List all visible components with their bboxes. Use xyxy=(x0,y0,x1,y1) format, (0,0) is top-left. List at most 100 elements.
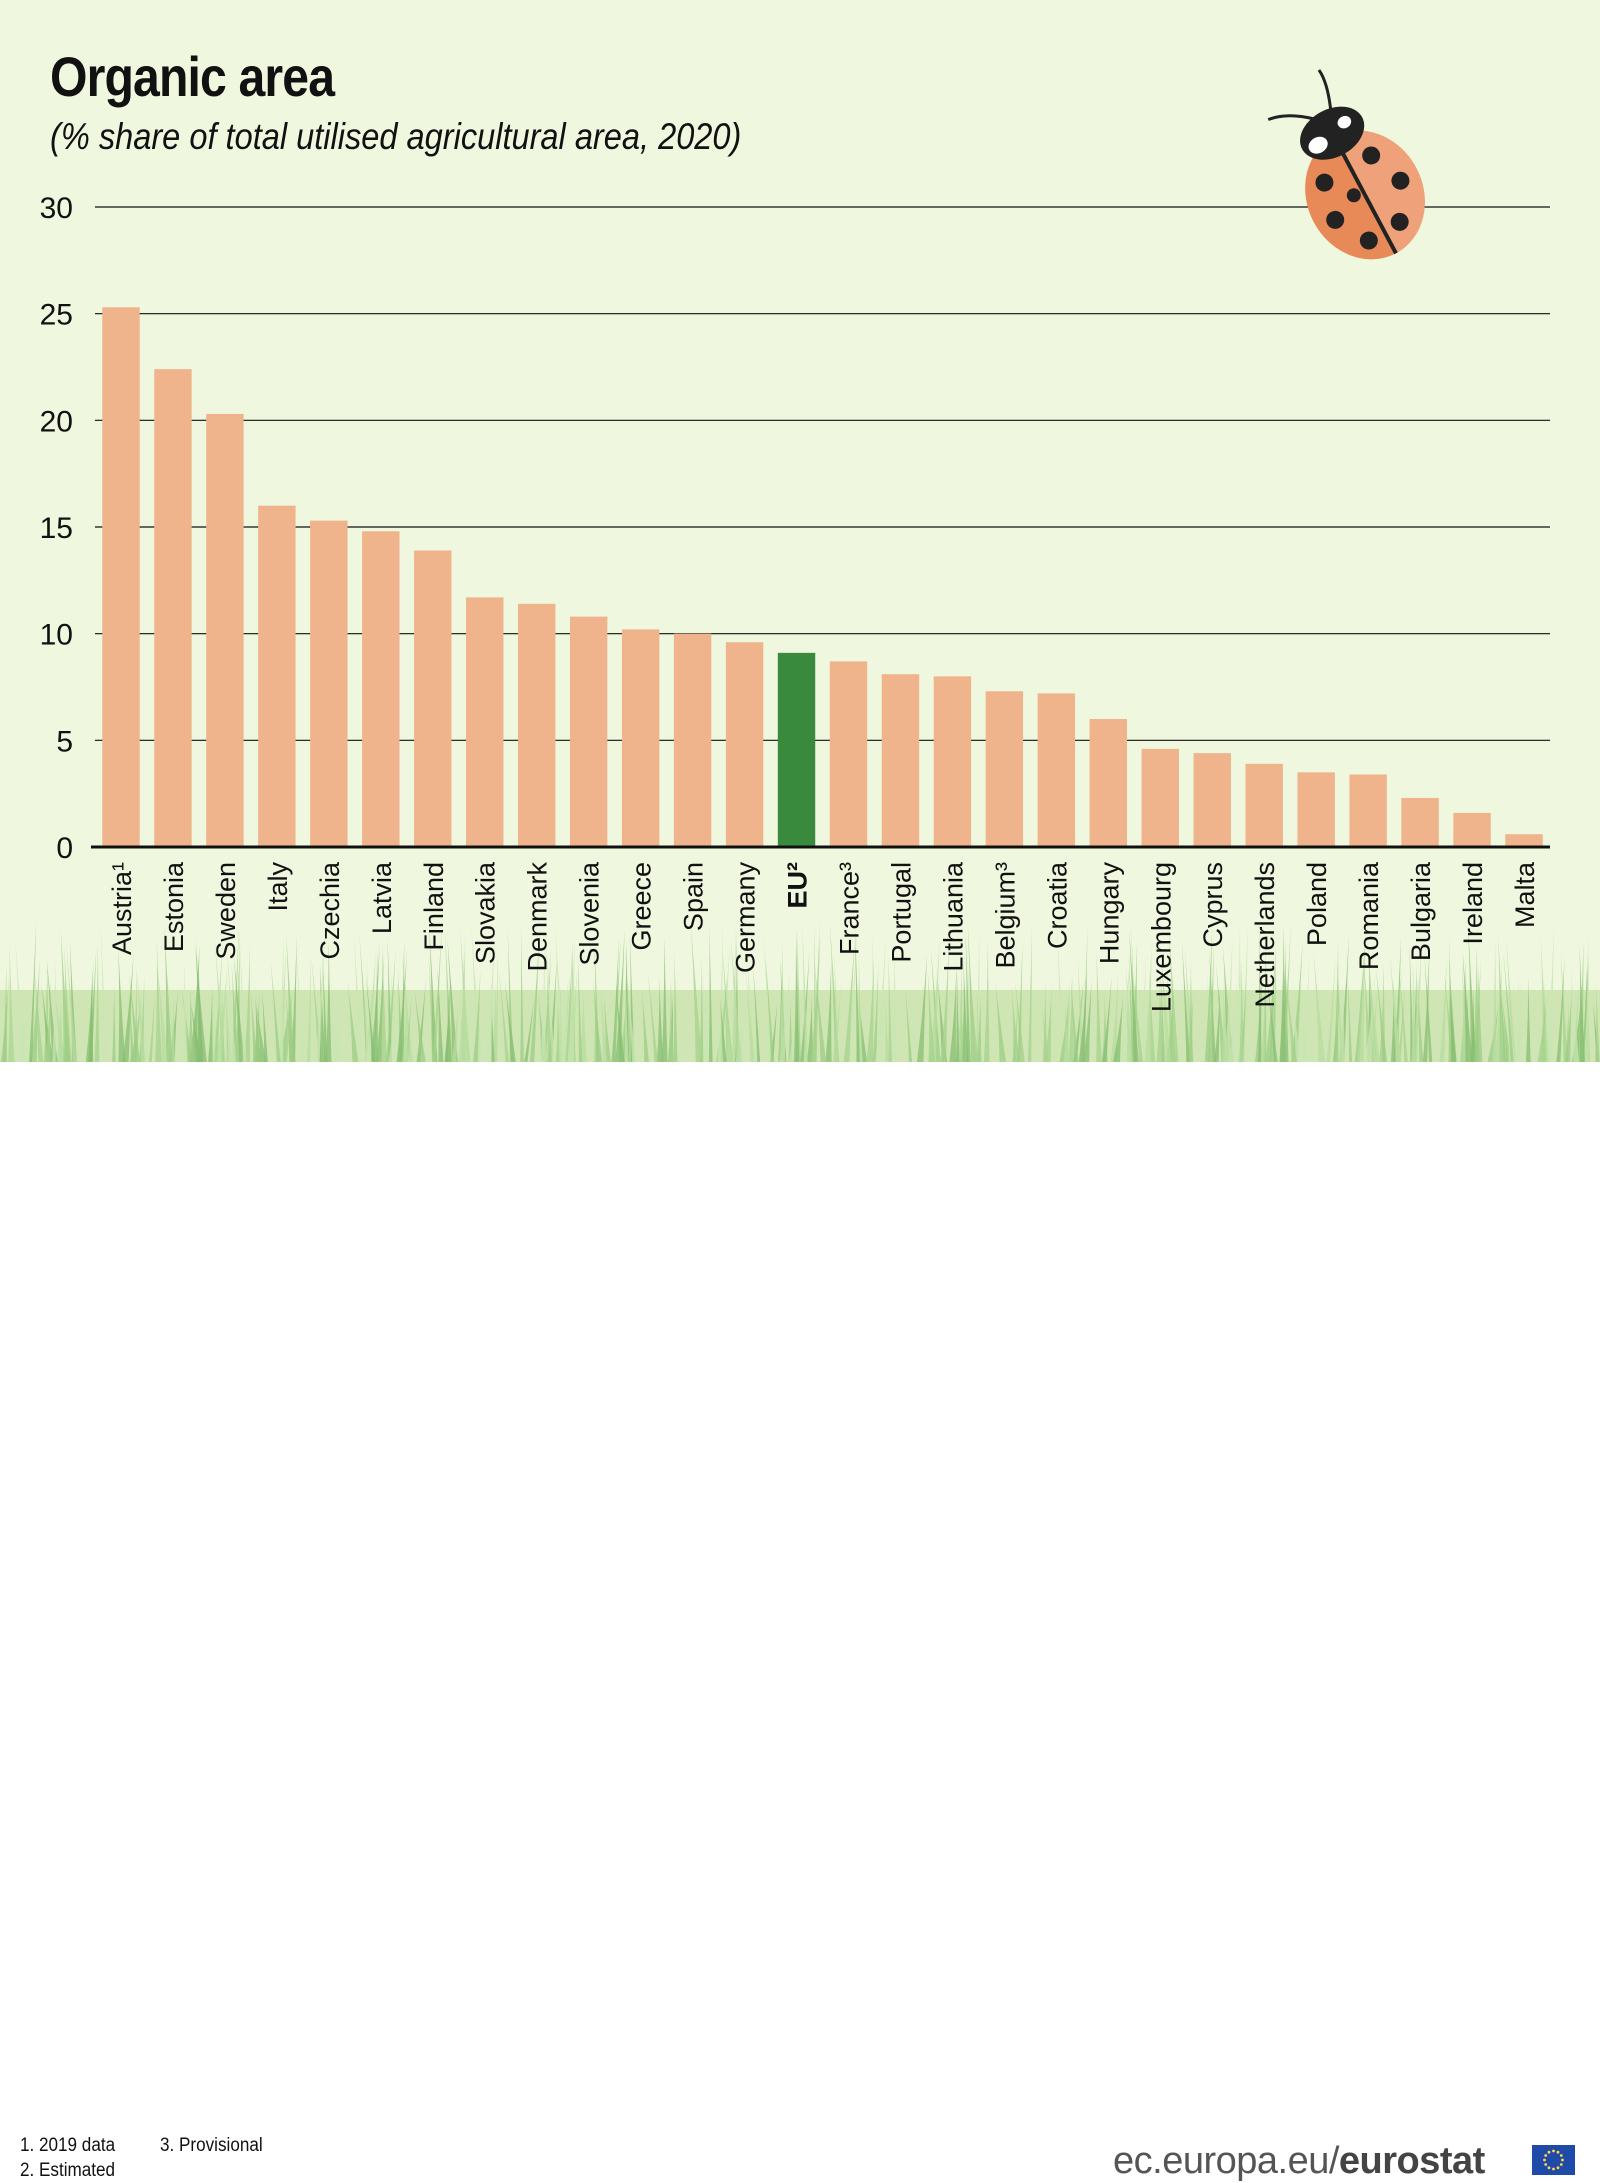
grass-blade xyxy=(157,965,169,1062)
grass-blade xyxy=(1474,960,1481,1062)
grass-blade xyxy=(529,927,540,1062)
grass-blade xyxy=(626,986,637,1062)
grass-blade xyxy=(1357,930,1366,1062)
grass-blade xyxy=(667,977,674,1062)
grass-blade xyxy=(1503,951,1514,1062)
grass-blade xyxy=(112,984,116,1062)
grass-blade xyxy=(1337,965,1344,1062)
grass-blade xyxy=(429,925,438,1062)
grass-blade xyxy=(1096,951,1102,1062)
bar xyxy=(725,642,764,847)
grass-blade xyxy=(331,982,338,1062)
grass-blade xyxy=(872,964,879,1062)
grass-blade xyxy=(854,924,860,1062)
grass-blade xyxy=(1326,961,1336,1062)
bar xyxy=(414,550,452,847)
ladybug-spot xyxy=(1326,210,1345,229)
grass-blade xyxy=(1144,945,1152,1062)
bar xyxy=(1141,748,1179,847)
grass-blade xyxy=(1070,981,1079,1062)
grass-blade xyxy=(1390,980,1396,1062)
grass-blade xyxy=(1340,983,1346,1062)
grass-blade xyxy=(181,986,192,1062)
grass-blade xyxy=(1166,967,1176,1062)
x-tick-label: Austria¹ xyxy=(107,862,137,955)
grass-blade xyxy=(402,992,409,1062)
grass-blade xyxy=(1052,996,1056,1062)
ladybug-spot xyxy=(1346,188,1361,203)
grass-blade xyxy=(1184,947,1194,1062)
grass-blade xyxy=(244,945,251,1062)
grass-blade xyxy=(141,998,148,1062)
grass-blade xyxy=(296,950,306,1062)
x-tick-label: Estonia xyxy=(159,861,189,952)
grass-blade xyxy=(494,952,499,1062)
grass-blade xyxy=(216,967,228,1062)
grass-blade xyxy=(507,928,514,1062)
grass-blade xyxy=(731,927,736,1062)
x-tick-label: Poland xyxy=(1302,862,1332,946)
grass-blade xyxy=(1239,958,1244,1062)
grass-blade xyxy=(325,940,332,1062)
grass-blade xyxy=(208,985,213,1062)
grass-blade xyxy=(136,965,146,1062)
x-tick-label: Netherlands xyxy=(1250,862,1280,1008)
bar xyxy=(362,531,400,847)
ladybug-spot xyxy=(1362,146,1381,165)
grass-blade xyxy=(1301,957,1310,1062)
grass-blade xyxy=(1570,968,1580,1062)
bar xyxy=(673,633,712,847)
grass-blade xyxy=(1492,940,1497,1062)
grass-blade xyxy=(875,939,886,1062)
eu-flag-star xyxy=(1559,2163,1563,2166)
grass-blade xyxy=(1336,995,1342,1062)
y-tick-label: 30 xyxy=(40,192,73,225)
grass-blade xyxy=(54,986,66,1062)
grass-blade xyxy=(195,938,204,1062)
grass-blade xyxy=(1363,959,1372,1062)
bar xyxy=(466,597,504,847)
grass-blade xyxy=(1279,925,1286,1062)
grass-blade xyxy=(1411,962,1415,1062)
ladybug-split xyxy=(1332,135,1398,255)
grass-blade xyxy=(958,966,963,1062)
grass-blade xyxy=(315,939,325,1062)
bar xyxy=(1245,763,1283,847)
grass-blade xyxy=(15,942,25,1062)
grass-blade xyxy=(402,952,413,1062)
grass-blade xyxy=(34,969,44,1062)
x-tick-label: Denmark xyxy=(523,862,553,972)
x-tick-label: Finland xyxy=(419,862,449,951)
grass-blade xyxy=(829,924,840,1062)
ladybug-eye xyxy=(1308,136,1328,154)
grass-blade xyxy=(708,925,713,1062)
grass-blade xyxy=(1214,985,1221,1062)
grass-blade xyxy=(100,922,107,1062)
x-tick-label: Lithuania xyxy=(938,861,968,972)
grass-blade xyxy=(554,925,566,1062)
grass-blade xyxy=(389,963,399,1062)
grass-blade xyxy=(290,934,297,1062)
grass-blade xyxy=(1128,954,1135,1062)
bar xyxy=(1349,774,1387,847)
grass-blade xyxy=(955,962,960,1062)
grass-blade xyxy=(1042,982,1048,1062)
grass-blade xyxy=(208,987,220,1062)
grass-blade xyxy=(1285,974,1297,1062)
x-tick-label: Greece xyxy=(627,862,657,951)
eu-flag-star xyxy=(1547,2150,1551,2154)
grass-blade xyxy=(1044,986,1052,1062)
grass-blade xyxy=(765,954,775,1062)
grass-blade xyxy=(700,995,708,1062)
grass-blade xyxy=(319,963,326,1062)
source-link[interactable]: ec.europa.eu/eurostat xyxy=(1113,2140,1485,2183)
grass-blade xyxy=(2,963,8,1062)
x-tick-label: Italy xyxy=(263,862,293,912)
grass-blade xyxy=(1498,937,1506,1062)
grass-blade xyxy=(1011,986,1020,1062)
grass-blade xyxy=(370,942,380,1062)
grass-blade xyxy=(1468,925,1477,1062)
grass-blade xyxy=(1265,951,1276,1062)
grass-blade xyxy=(1298,993,1309,1062)
grass-blade xyxy=(498,997,507,1062)
